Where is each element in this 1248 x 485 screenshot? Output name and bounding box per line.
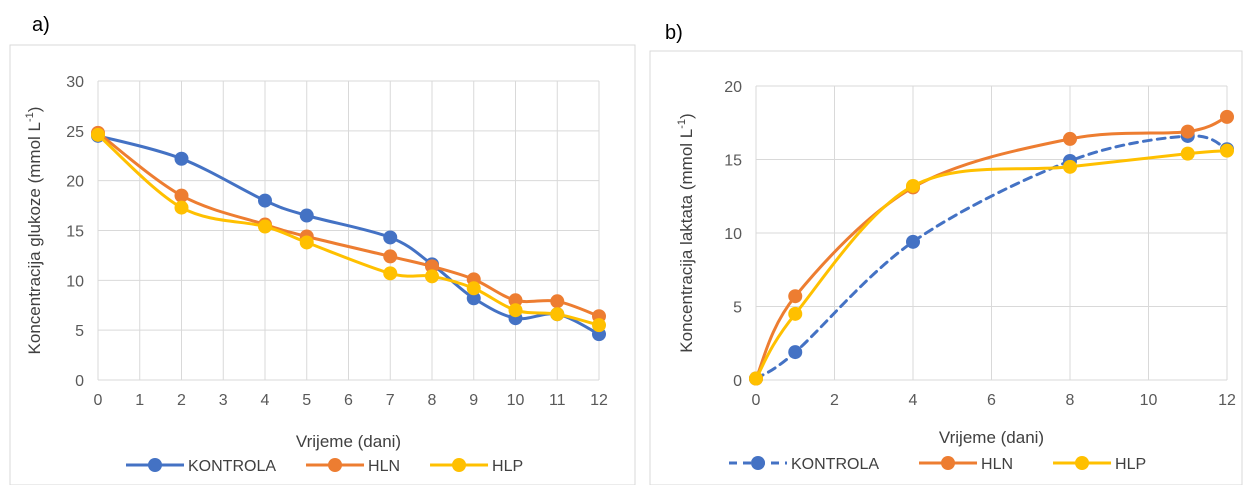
lactate-xtick-label: 10 [1140, 392, 1158, 409]
glucose-data-point-hlp [299, 235, 314, 250]
glucose-data-point-kontrola [383, 230, 398, 245]
glucose-ytick-label: 0 [75, 373, 84, 390]
glucose-data-point-hlp [425, 269, 439, 284]
lactate-xtick-label: 6 [987, 392, 996, 409]
lactate-legend-label-hlp: HLP [1115, 456, 1146, 473]
lactate-ytick-label: 0 [733, 373, 742, 390]
lactate-data-point-hlp [906, 178, 920, 193]
glucose-xtick-label: 11 [549, 392, 566, 409]
lactate-data-point-hlp [1063, 159, 1077, 174]
lactate-y-axis-title-main: Koncentracija laktata (mmol L [677, 129, 696, 353]
lactate-legend-marker-hln [941, 456, 956, 470]
glucose-ytick-label: 15 [66, 224, 84, 241]
glucose-y-axis-title-main: Koncentracija glukoze (mmol L [25, 122, 44, 354]
glucose-xtick-label: 6 [344, 392, 353, 409]
lactate-legend-marker-kontrola [751, 456, 765, 470]
glucose-ytick-label: 5 [75, 323, 84, 340]
lactate-data-point-kontrola [788, 345, 803, 360]
glucose-data-point-kontrola [174, 151, 189, 166]
glucose-xtick-label: 10 [507, 392, 525, 409]
glucose-xtick-label: 7 [386, 392, 395, 409]
lactate-x-axis-title: Vrijeme (dani) [939, 428, 1044, 447]
glucose-data-point-kontrola [258, 193, 272, 208]
glucose-data-point-hlp [383, 266, 398, 281]
lactate-data-point-hlp [788, 306, 803, 321]
lactate-xtick-label: 8 [1066, 392, 1075, 409]
lactate-ytick-label: 10 [724, 226, 742, 243]
glucose-ytick-label: 30 [66, 74, 84, 91]
lactate-xtick-label: 4 [909, 392, 918, 409]
glucose-data-point-hln [383, 249, 398, 264]
glucose-xtick-label: 12 [590, 392, 608, 409]
glucose-data-point-kontrola [299, 208, 314, 223]
glucose-data-point-hlp [508, 303, 523, 318]
glucose-legend-label-hln: HLN [368, 458, 400, 475]
lactate-data-point-hln [1063, 131, 1077, 146]
glucose-data-point-hln [550, 294, 565, 309]
glucose-y-axis-title: Koncentracija glukoze (mmol L-1) [24, 107, 44, 355]
glucose-chart-frame [9, 44, 636, 485]
lactate-y-axis-title-sup: -1 [676, 119, 688, 129]
glucose-data-point-hlp [466, 281, 481, 296]
glucose-ytick-label: 25 [66, 124, 84, 141]
glucose-legend-marker-hln [328, 458, 343, 472]
lactate-y-axis-title-close: ) [677, 113, 696, 119]
glucose-data-point-hln [508, 293, 523, 308]
lactate-legend-label-hln: HLN [981, 456, 1013, 473]
glucose-data-point-hlp [258, 219, 272, 234]
glucose-xtick-label: 1 [135, 392, 144, 409]
lactate-data-point-hln [1220, 109, 1234, 124]
glucose-data-point-hln [425, 259, 439, 274]
lactate-data-point-hlp [1180, 146, 1195, 161]
glucose-data-point-hlp [592, 318, 606, 333]
lactate-xtick-label: 0 [752, 392, 761, 409]
lactate-data-point-kontrola [906, 234, 920, 249]
glucose-x-axis-title: Vrijeme (dani) [296, 432, 401, 451]
glucose-legend-label-kontrola: KONTROLA [188, 458, 276, 475]
glucose-legend-marker-hlp [452, 458, 467, 472]
glucose-xtick-label: 5 [302, 392, 311, 409]
glucose-legend-label-hlp: HLP [492, 458, 523, 475]
lactate-xtick-label: 2 [830, 392, 839, 409]
panel-b-label: b) [665, 22, 683, 44]
glucose-legend-marker-kontrola [148, 458, 162, 472]
glucose-data-point-hlp [550, 307, 565, 322]
lactate-ytick-label: 20 [724, 79, 742, 96]
glucose-data-point-hlp [91, 127, 105, 142]
glucose-ytick-label: 10 [66, 273, 84, 290]
lactate-data-point-hlp [749, 371, 763, 386]
lactate-ytick-label: 15 [724, 153, 742, 170]
lactate-ytick-label: 5 [733, 300, 742, 317]
lactate-legend-label-kontrola: KONTROLA [791, 456, 879, 473]
lactate-data-point-hlp [1220, 143, 1234, 158]
glucose-data-point-hlp [174, 200, 189, 215]
glucose-series-line-kontrola [96, 134, 601, 336]
lactate-data-point-hln [788, 289, 803, 304]
lactate-xtick-label: 12 [1218, 392, 1236, 409]
lactate-legend-marker-hlp [1075, 456, 1090, 470]
panel-a-label: a) [32, 14, 50, 36]
glucose-xtick-label: 3 [219, 392, 228, 409]
glucose-y-axis-title-close: ) [25, 107, 44, 113]
lactate-y-axis-title: Koncentracija laktata (mmol L-1) [676, 113, 696, 352]
glucose-ytick-label: 20 [66, 174, 84, 191]
glucose-y-axis-title-sup: -1 [24, 112, 36, 122]
glucose-data-point-kontrola [466, 291, 481, 306]
glucose-xtick-label: 0 [94, 392, 103, 409]
glucose-xtick-label: 8 [428, 392, 437, 409]
glucose-xtick-label: 2 [177, 392, 186, 409]
glucose-data-point-hln [174, 188, 189, 203]
lactate-chart-frame [649, 50, 1243, 485]
lactate-data-point-hln [1180, 124, 1195, 139]
glucose-xtick-label: 4 [261, 392, 270, 409]
glucose-xtick-label: 9 [469, 392, 478, 409]
